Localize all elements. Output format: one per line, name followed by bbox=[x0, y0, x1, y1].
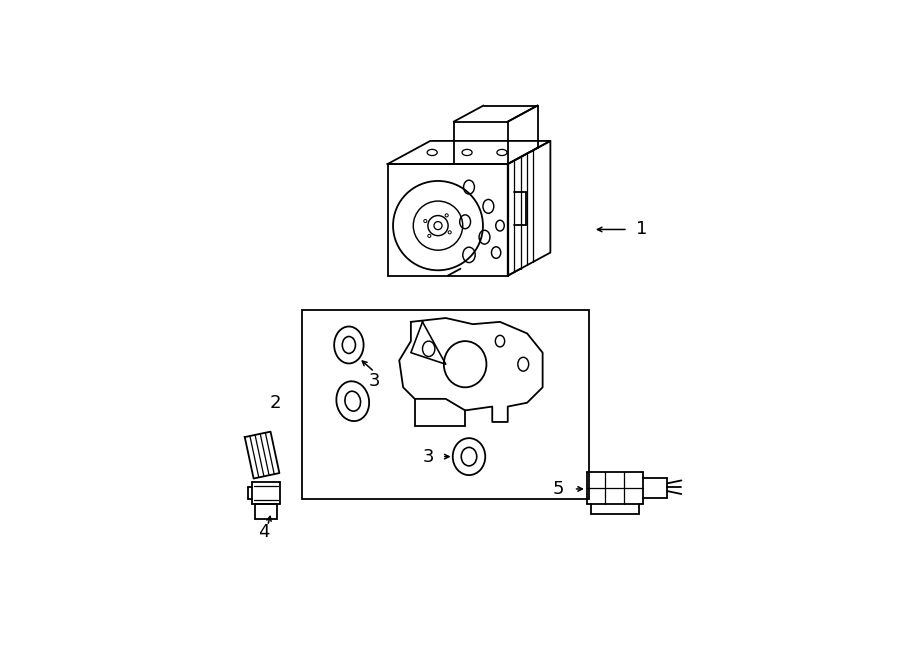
Ellipse shape bbox=[334, 327, 364, 364]
Ellipse shape bbox=[413, 201, 463, 250]
Ellipse shape bbox=[428, 215, 448, 236]
Text: 3: 3 bbox=[423, 447, 434, 465]
Text: 3: 3 bbox=[368, 372, 380, 390]
Ellipse shape bbox=[453, 438, 485, 475]
Text: 1: 1 bbox=[635, 221, 647, 239]
Bar bbox=[302, 310, 590, 499]
Text: 5: 5 bbox=[553, 480, 564, 498]
Ellipse shape bbox=[337, 381, 369, 421]
Text: 2: 2 bbox=[270, 394, 282, 412]
Ellipse shape bbox=[393, 181, 483, 270]
Text: 4: 4 bbox=[258, 523, 269, 541]
